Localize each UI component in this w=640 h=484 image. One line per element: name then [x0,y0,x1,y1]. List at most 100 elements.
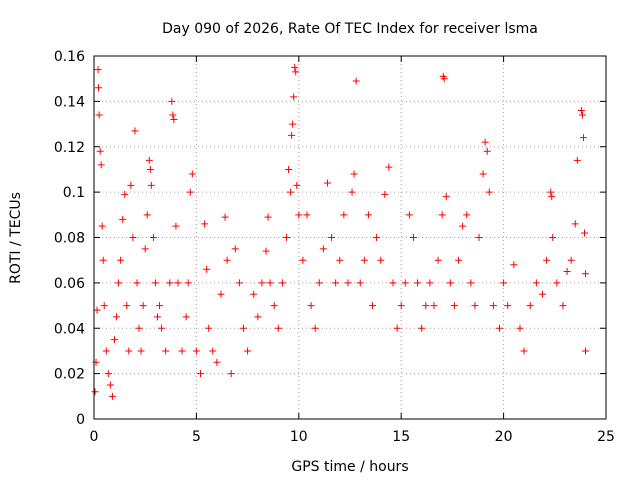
data-point [414,279,422,287]
data-point [307,302,315,310]
data-point [539,290,547,298]
data-point [446,279,454,287]
data-point [475,234,483,241]
y-tick-label: 0.04 [54,321,85,337]
data-point [91,388,99,396]
data-point [455,256,463,264]
data-point [174,279,182,287]
data-point [223,256,231,264]
data-point [205,324,213,332]
data-point [203,265,211,273]
data-point [285,165,293,173]
data-point [169,111,177,119]
data-point [156,302,164,310]
data-point [170,116,178,124]
data-point [348,188,356,196]
data-point [303,211,311,219]
data-point [168,97,176,105]
data-point [137,347,145,355]
x-axis-label: GPS time / hours [291,459,408,475]
data-point [266,279,274,287]
x-tick-label: 15 [392,429,410,445]
data-point [254,313,262,321]
data-point [489,302,497,310]
data-point [264,213,272,221]
data-point [291,63,299,71]
data-point [356,279,364,287]
data-point [516,324,524,332]
y-tick-label: 0.06 [54,276,85,292]
data-point [350,170,358,178]
data-point [123,302,131,310]
data-point [240,324,248,332]
y-tick-label: 0.08 [54,231,85,247]
data-point [381,190,389,198]
data-point [401,279,409,287]
data-point [360,256,368,264]
data-point [108,392,116,400]
data-point [332,279,340,287]
data-point [287,188,295,196]
data-point [385,163,393,171]
data-point [389,279,397,287]
data-point [131,127,139,135]
data-point [162,347,170,355]
data-point [145,156,153,164]
data-point [158,324,166,332]
data-point [485,188,493,196]
data-point [178,347,186,355]
x-tick-label: 5 [192,429,201,445]
y-tick-label: 0.02 [54,367,85,383]
data-point [442,193,450,201]
data-point [188,170,196,178]
data-point [98,222,106,230]
data-point [559,302,567,310]
data-point [119,215,127,223]
data-point [582,347,590,355]
data-point [151,279,159,287]
data-point [336,256,344,264]
data-point [364,211,372,219]
data-point [328,234,336,241]
data-point [274,324,282,332]
data-point [139,302,147,310]
data-point [127,181,135,189]
data-point [344,279,352,287]
data-point [579,134,587,142]
data-point [278,279,286,287]
data-point [405,211,413,219]
data-point [434,256,442,264]
data-point [467,279,475,287]
data-point [100,302,108,310]
data-point [146,165,154,173]
data-point [141,245,149,253]
data-point [459,222,467,230]
data-point [377,256,385,264]
y-axis-label: ROTI / TECUs [8,192,24,284]
data-point [104,370,112,378]
data-points [91,63,590,400]
data-point [479,170,487,178]
data-point [526,302,534,310]
data-point [573,156,581,164]
data-point [270,302,278,310]
data-point [96,147,104,155]
data-point [352,77,360,85]
data-point [283,234,291,241]
x-tick-label: 10 [290,429,308,445]
data-point [520,347,528,355]
y-tick-label: 0.1 [63,185,85,201]
data-point [483,147,491,155]
data-point [184,279,192,287]
data-point [393,324,401,332]
axis-ticks: 0 5 10 15 20 25 0 0.02 0.04 0.06 0.08 0.1 0.12 0.14 0.… [54,49,615,445]
data-point [418,324,426,332]
data-point [244,347,252,355]
data-point [500,279,508,287]
data-point [397,302,405,310]
data-point [102,347,110,355]
data-point [117,256,125,264]
data-point [172,222,180,230]
data-point [293,181,301,189]
